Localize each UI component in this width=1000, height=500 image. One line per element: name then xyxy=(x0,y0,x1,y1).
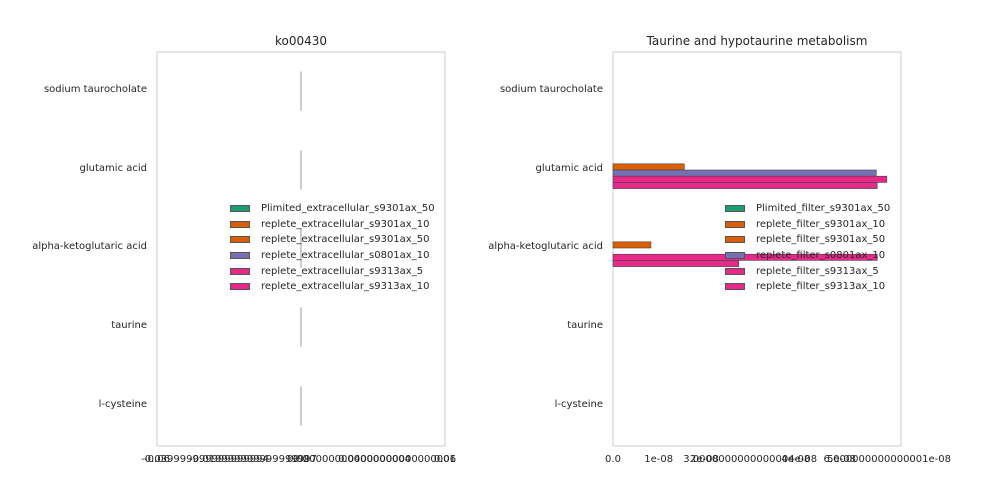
legend-swatch xyxy=(230,252,250,260)
legend-entry: Plimited_filter_s9301ax_50 xyxy=(725,201,890,217)
legend-label: replete_filter_s9301ax_50 xyxy=(756,234,886,246)
y-tick-label: alpha-ketoglutaric acid xyxy=(488,241,603,252)
legend-label: Plimited_filter_s9301ax_50 xyxy=(756,203,891,215)
chart-title: ko00430 xyxy=(274,34,328,48)
legend-entry: replete_filter_s9313ax_5 xyxy=(725,263,890,279)
legend-label: replete_filter_s9313ax_10 xyxy=(756,281,886,293)
x-tick-label: 0.04000000000000001 xyxy=(338,454,456,465)
chart-panel-0 xyxy=(156,51,446,447)
legend-label: Plimited_extracellular_s9301ax_50 xyxy=(261,203,435,215)
legend-swatch xyxy=(230,220,250,228)
x-tick-label: 0.0 xyxy=(293,454,309,465)
x-tick-label: 6.000000000000001e-08 xyxy=(823,454,952,465)
x-tick-label: 5e-08 xyxy=(827,454,856,465)
legend-swatch xyxy=(230,205,250,213)
legend-entry: replete_filter_s9313ax_10 xyxy=(725,279,890,295)
y-tick-label: alpha-ketoglutaric acid xyxy=(32,241,147,252)
legend-label: replete_extracellular_s9313ax_10 xyxy=(261,281,430,293)
y-tick-label: glutamic acid xyxy=(79,163,147,174)
legend-swatch xyxy=(725,220,745,228)
legend: Plimited_filter_s9301ax_50 replete_filter… xyxy=(725,201,890,295)
legend-swatch xyxy=(725,236,745,244)
legend-label: replete_extracellular_s9301ax_10 xyxy=(261,218,430,230)
legend-label: replete_filter_s9313ax_5 xyxy=(756,265,879,277)
legend-entry: replete_extracellular_s9313ax_5 xyxy=(230,263,435,279)
legend-label: replete_extracellular_s9301ax_50 xyxy=(261,234,430,246)
x-tick-label: 4e-08 xyxy=(781,454,811,465)
legend-entry: replete_filter_s9301ax_50 xyxy=(725,232,890,248)
x-tick-label: -0.06 xyxy=(144,454,170,465)
legend-swatch xyxy=(230,236,250,244)
y-tick-label: glutamic acid xyxy=(535,163,603,174)
x-tick-label: 0.020000000000000004 xyxy=(286,454,412,465)
legend-label: replete_extracellular_s9313ax_5 xyxy=(261,265,424,277)
x-tick-label: 3.0000000000000004e-08 xyxy=(683,454,818,465)
plot-frame xyxy=(156,51,446,447)
y-tick-label: l-cysteine xyxy=(554,399,603,410)
legend-swatch xyxy=(725,267,745,275)
x-tick-label: -0.019999999999999997 xyxy=(189,454,317,465)
x-tick-label: 1e-08 xyxy=(644,454,674,465)
y-tick-label: taurine xyxy=(567,320,603,331)
bar xyxy=(612,260,740,267)
x-tick-label: 0.06 xyxy=(433,454,457,465)
legend-entry: replete_filter_s0801ax_10 xyxy=(725,248,890,264)
y-tick-label: sodium taurocholate xyxy=(499,84,603,95)
chart-panel-1 xyxy=(612,51,902,447)
legend-swatch xyxy=(725,205,745,213)
bar xyxy=(612,169,877,177)
chart-title: Taurine and hypotaurine metabolism xyxy=(646,34,868,48)
legend-entry: Plimited_extracellular_s9301ax_50 xyxy=(230,201,435,217)
plot-frame xyxy=(612,51,902,447)
bar xyxy=(612,253,878,261)
bar xyxy=(612,175,888,183)
legend-swatch xyxy=(230,267,250,275)
y-tick-label: taurine xyxy=(111,320,147,331)
legend-entry: replete_filter_s9301ax_10 xyxy=(725,217,890,233)
legend-label: replete_filter_s0801ax_10 xyxy=(756,250,886,262)
legend-label: replete_filter_s9301ax_10 xyxy=(756,218,886,230)
y-tick-label: l-cysteine xyxy=(98,399,147,410)
legend-entry: replete_extracellular_s9301ax_50 xyxy=(230,232,435,248)
y-tick-label: sodium taurocholate xyxy=(43,84,147,95)
x-tick-label: -0.039999999999999994 xyxy=(141,454,269,465)
bar xyxy=(612,241,652,249)
legend-swatch xyxy=(230,283,250,291)
legend-entry: replete_extracellular_s9313ax_10 xyxy=(230,279,435,295)
legend-label: replete_extracellular_s0801ax_10 xyxy=(261,250,430,262)
x-tick-label: 2e-08 xyxy=(689,454,719,465)
legend-swatch xyxy=(725,252,745,260)
bar xyxy=(612,163,685,171)
bar xyxy=(612,182,878,189)
x-tick-label: 0.0 xyxy=(605,454,621,465)
legend-swatch xyxy=(725,283,745,291)
legend-entry: replete_extracellular_s9301ax_10 xyxy=(230,217,435,233)
legend-entry: replete_extracellular_s0801ax_10 xyxy=(230,248,435,264)
